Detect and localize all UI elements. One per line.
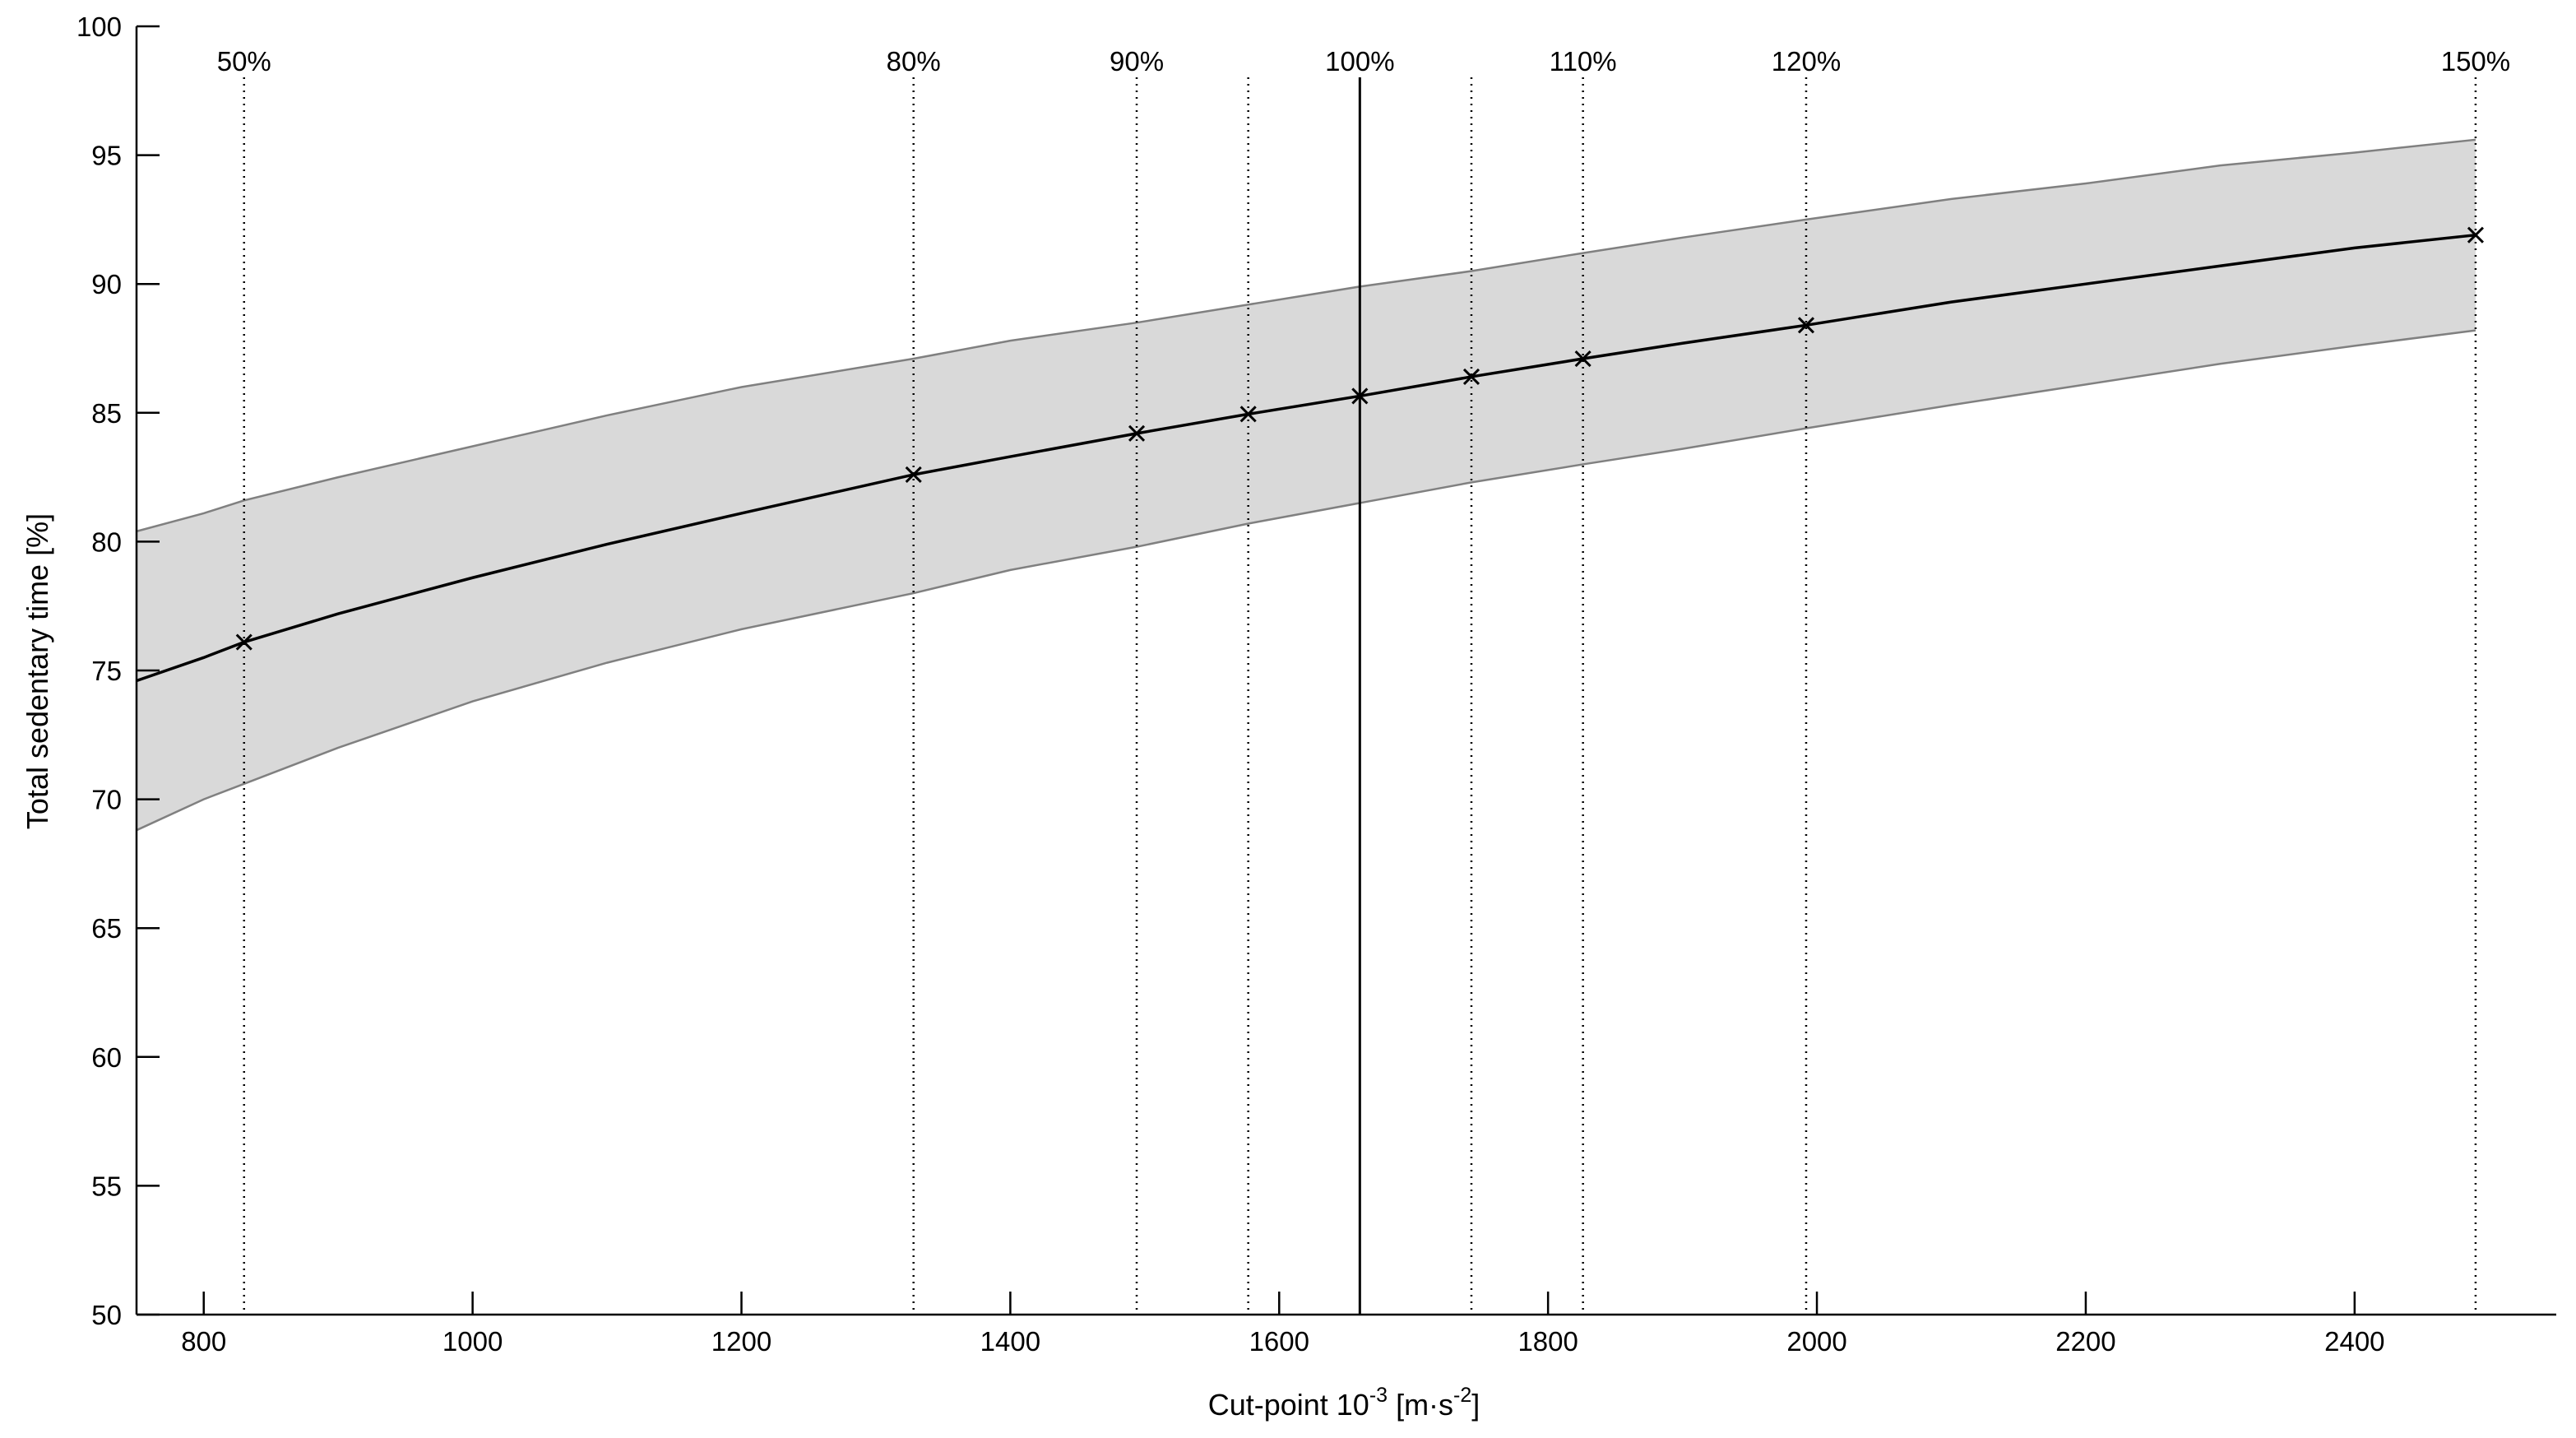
marker-stroke [1128,424,1146,442]
point-markers-layer [235,226,2484,651]
point-marker [1239,406,1257,423]
percentage-labels: 50% 80% 90% 110% 120% 150% 100% [217,46,2510,77]
band-lower-edge [136,329,2476,832]
y-tick-label: 90 [91,269,122,299]
x-tick-label: 1600 [1249,1326,1309,1357]
percentage-label-reference: 100% [1325,46,1394,77]
point-marker [1351,387,1369,405]
marker-stroke [1351,387,1369,405]
point-marker [1797,317,1815,334]
x-tick-label: 2000 [1786,1326,1846,1357]
x-tick-label: 1000 [442,1326,503,1357]
x-tick-label: 800 [181,1326,226,1357]
x-tick-label: 1800 [1517,1326,1578,1357]
marker-stroke [1239,406,1257,423]
y-tick-label: 50 [91,1300,122,1330]
percentage-label: 80% [887,46,941,77]
marker-stroke [1462,368,1480,386]
point-marker [2467,226,2484,244]
y-tick-label: 65 [91,913,122,944]
y-tick-label: 95 [91,141,122,171]
percentage-label: 90% [1110,46,1164,77]
y-tick-label: 80 [91,526,122,557]
x-ticks: 800 1000 1200 1400 1600 1800 2000 2200 2400 [181,1292,2385,1357]
confidence-band-layer [136,138,2476,832]
point-marker [905,466,922,484]
percentage-label: 50% [217,46,271,77]
confidence-band [137,139,2476,831]
y-tick-label: 75 [91,656,122,686]
y-tick-label: 85 [91,398,122,429]
percentage-label: 110% [1550,46,1617,77]
point-marker [235,633,253,651]
y-tick-label: 70 [91,785,122,815]
point-marker [1462,368,1480,386]
x-tick-label: 1200 [711,1326,771,1357]
marker-stroke [1574,350,1591,368]
marker-stroke [905,466,922,484]
x-tick-label: 2200 [2055,1326,2115,1357]
y-ticks: 50 55 60 65 70 75 80 85 90 95 100 [76,12,160,1330]
x-axis-title: Cut-point 10-3 [m·s-2] [1208,1384,1480,1422]
percentage-lines-layer [243,77,2477,1315]
marker-stroke [235,633,253,651]
axes-layer: 800 1000 1200 1400 1600 1800 2000 2200 2400 50 55… [76,12,2556,1357]
x-tick-label: 2400 [2324,1326,2384,1357]
marker-stroke [1797,317,1815,334]
y-axis-title: Total sedentary time [%] [21,513,54,829]
band-upper-edge [136,138,2476,533]
point-marker [1128,424,1146,442]
y-tick-label: 100 [76,12,122,42]
marker-stroke [2467,226,2484,244]
x-tick-label: 1400 [980,1326,1040,1357]
percentage-label: 120% [1772,46,1841,77]
y-tick-label: 60 [91,1042,122,1073]
point-marker [1574,350,1591,368]
y-tick-label: 55 [91,1171,122,1201]
percentage-label: 150% [2441,46,2510,77]
